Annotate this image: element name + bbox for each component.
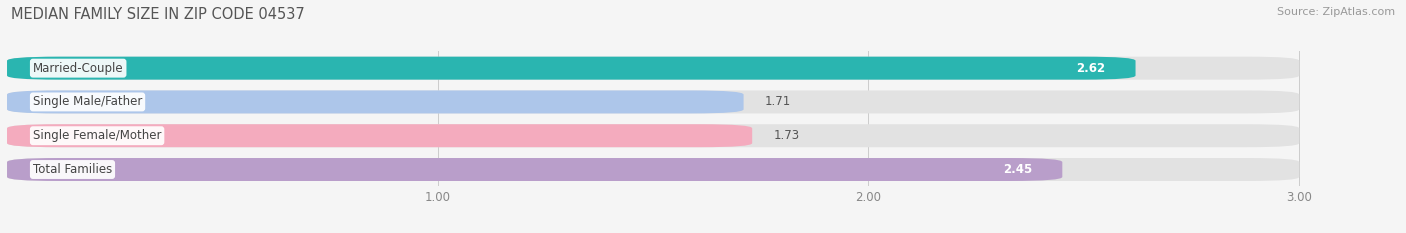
- Text: Single Female/Mother: Single Female/Mother: [32, 129, 162, 142]
- Text: 2.45: 2.45: [1002, 163, 1032, 176]
- FancyBboxPatch shape: [7, 158, 1063, 181]
- FancyBboxPatch shape: [7, 90, 744, 113]
- FancyBboxPatch shape: [7, 57, 1136, 80]
- FancyBboxPatch shape: [7, 124, 752, 147]
- Text: Source: ZipAtlas.com: Source: ZipAtlas.com: [1277, 7, 1395, 17]
- FancyBboxPatch shape: [7, 124, 1299, 147]
- Text: Total Families: Total Families: [32, 163, 112, 176]
- Text: 1.73: 1.73: [773, 129, 800, 142]
- FancyBboxPatch shape: [7, 57, 1299, 80]
- Text: MEDIAN FAMILY SIZE IN ZIP CODE 04537: MEDIAN FAMILY SIZE IN ZIP CODE 04537: [11, 7, 305, 22]
- FancyBboxPatch shape: [7, 90, 1299, 113]
- Text: 1.71: 1.71: [765, 96, 792, 108]
- Text: 2.62: 2.62: [1076, 62, 1105, 75]
- FancyBboxPatch shape: [7, 158, 1299, 181]
- Text: Single Male/Father: Single Male/Father: [32, 96, 142, 108]
- Text: Married-Couple: Married-Couple: [32, 62, 124, 75]
